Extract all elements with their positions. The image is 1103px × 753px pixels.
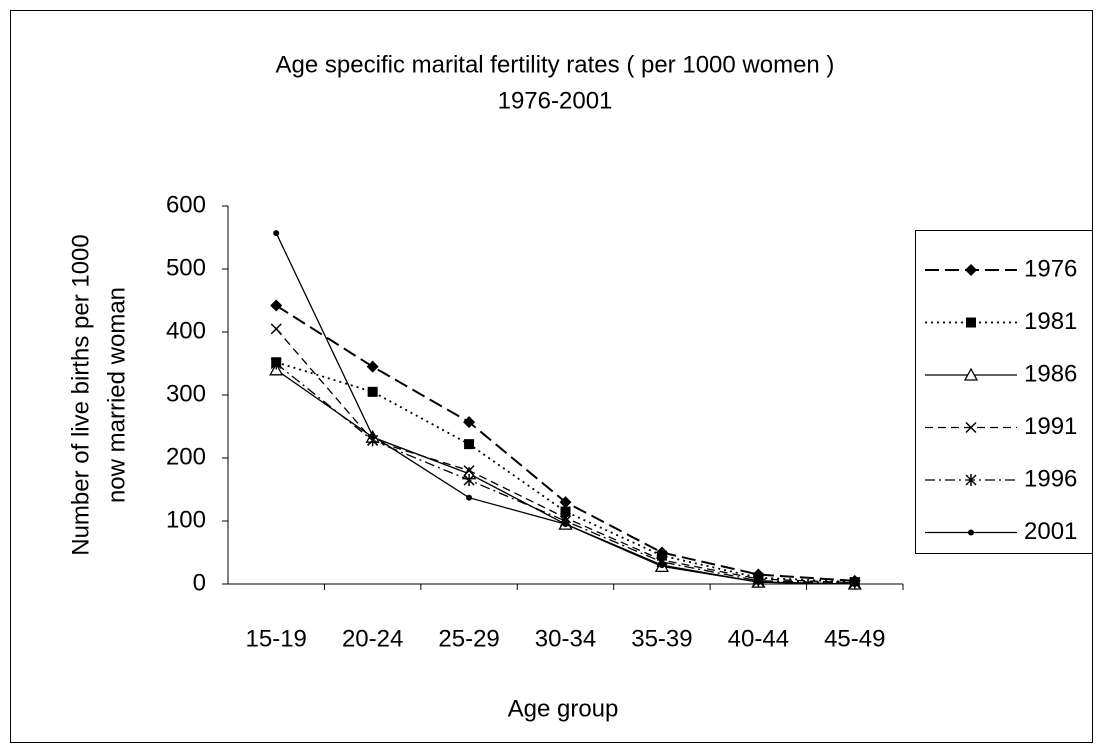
legend-marker xyxy=(968,529,974,536)
marker xyxy=(559,496,572,509)
x-tick-label: 45-49 xyxy=(824,625,885,652)
marker xyxy=(851,581,858,587)
marker xyxy=(463,474,475,487)
x-tick-label: 20-24 xyxy=(342,625,403,652)
marker xyxy=(273,230,280,237)
y-tick-label: 600 xyxy=(166,191,206,218)
legend-label: 1991 xyxy=(1024,413,1077,440)
y-axis-label: Number of live births per 1000 xyxy=(67,234,94,556)
x-tick-label: 25-29 xyxy=(438,625,499,652)
marker xyxy=(270,357,282,370)
legend-label: 1996 xyxy=(1024,465,1077,492)
chart-title: Age specific marital fertility rates ( p… xyxy=(276,51,835,78)
marker xyxy=(562,521,569,528)
legend-marker xyxy=(963,367,979,381)
legend-box xyxy=(915,230,1093,554)
x-tick-label: 35-39 xyxy=(631,625,692,652)
y-tick-label: 100 xyxy=(166,506,206,533)
marker xyxy=(369,432,376,439)
y-tick-label: 300 xyxy=(166,380,206,407)
x-axis-label: Age group xyxy=(508,695,619,722)
marker xyxy=(466,494,473,501)
marker xyxy=(367,386,378,397)
legend-marker xyxy=(965,474,977,486)
marker xyxy=(463,416,476,429)
y-tick-label: 200 xyxy=(166,443,206,470)
y-tick-label: 0 xyxy=(193,569,206,596)
marker xyxy=(463,465,475,477)
legend-label: 1981 xyxy=(1024,308,1077,335)
marker xyxy=(366,360,379,373)
legend-marker xyxy=(965,264,977,276)
x-tick-label: 15-19 xyxy=(246,625,307,652)
legend-label: 1986 xyxy=(1024,360,1077,387)
legend-marker xyxy=(966,317,976,328)
chart-border xyxy=(10,10,1093,743)
marker xyxy=(755,579,762,586)
marker xyxy=(560,506,571,517)
x-tick-label: 40-44 xyxy=(728,625,789,652)
marker xyxy=(270,299,283,312)
legend-label: 2001 xyxy=(1024,518,1077,545)
y-tick-label: 500 xyxy=(166,254,206,281)
chart-subtitle: 1976-2001 xyxy=(498,87,613,114)
legend-label: 1976 xyxy=(1024,255,1077,282)
y-axis-label: now married woman xyxy=(103,287,130,503)
marker xyxy=(270,323,282,335)
marker xyxy=(656,550,667,561)
y-tick-label: 400 xyxy=(166,317,206,344)
legend-marker xyxy=(965,421,977,434)
marker xyxy=(658,562,665,569)
marker xyxy=(464,439,475,450)
x-tick-label: 30-34 xyxy=(535,625,596,652)
